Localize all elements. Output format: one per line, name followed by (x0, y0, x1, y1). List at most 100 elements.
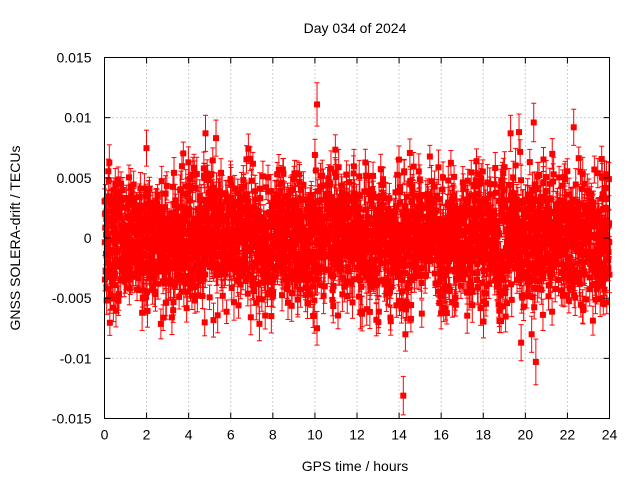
data-point (257, 250, 264, 257)
data-point (145, 203, 152, 210)
data-point (160, 220, 167, 227)
data-point (277, 180, 284, 187)
data-point (314, 276, 321, 283)
data-point (304, 277, 311, 284)
data-point (196, 270, 203, 277)
data-point (144, 288, 151, 295)
data-point (134, 286, 141, 293)
data-point (304, 270, 311, 277)
data-point (247, 227, 254, 234)
data-point (183, 239, 190, 246)
data-point (180, 150, 187, 157)
data-point (228, 284, 235, 291)
data-point (211, 234, 218, 241)
data-point (144, 233, 151, 240)
data-point (106, 319, 113, 326)
data-point (133, 207, 140, 214)
data-point (231, 185, 238, 192)
data-point (213, 272, 220, 279)
data-point (178, 163, 185, 170)
data-point (269, 247, 276, 254)
data-point (177, 186, 184, 193)
data-point (279, 292, 286, 299)
data-point (204, 170, 211, 177)
data-point (170, 216, 177, 223)
data-point (306, 252, 313, 259)
data-point (154, 200, 161, 207)
data-point (243, 156, 250, 163)
data-point (267, 223, 274, 230)
data-point (109, 248, 116, 255)
data-point (144, 240, 151, 247)
data-point (237, 265, 244, 272)
data-point (259, 173, 266, 180)
data-point (114, 232, 121, 239)
data-point (179, 265, 186, 272)
data-point (145, 190, 152, 197)
data-point (162, 268, 169, 275)
data-point (176, 257, 183, 264)
data-point (186, 176, 193, 183)
data-point (242, 235, 249, 242)
data-point (314, 188, 321, 195)
data-point (115, 297, 122, 304)
data-point (185, 159, 192, 166)
data-point (203, 227, 210, 234)
data-point (264, 278, 271, 285)
data-point (190, 266, 197, 273)
data-point (239, 197, 246, 204)
data-point (139, 251, 146, 258)
data-point (154, 192, 161, 199)
data-point (305, 285, 312, 292)
data-point (264, 291, 271, 298)
data-point (292, 197, 299, 204)
data-point (301, 233, 308, 240)
data-point (111, 239, 118, 246)
data-point (110, 264, 117, 271)
data-point (274, 171, 281, 178)
data-point (176, 274, 183, 281)
data-point (195, 266, 202, 273)
data-point (102, 224, 109, 231)
data-point (206, 236, 213, 243)
data-point (162, 190, 169, 197)
data-point (234, 225, 241, 232)
data-point (185, 182, 192, 189)
data-point (112, 307, 119, 314)
data-point (275, 166, 282, 173)
data-point (179, 190, 186, 197)
data-point (155, 280, 162, 287)
data-point (201, 249, 208, 256)
data-point (112, 281, 119, 288)
data-point (312, 199, 319, 206)
data-point (298, 263, 305, 270)
data-point (185, 205, 192, 212)
data-point (152, 221, 159, 228)
data-point (235, 302, 242, 309)
data-point (159, 278, 166, 285)
data-point (171, 265, 178, 272)
data-point (270, 289, 277, 296)
data-point (282, 258, 289, 265)
data-point (287, 238, 294, 245)
data-point (201, 319, 208, 326)
data-point (289, 275, 296, 282)
data-point (247, 314, 254, 321)
data-point (135, 230, 142, 237)
data-point (128, 227, 135, 234)
data-point (230, 227, 237, 234)
data-point (125, 174, 132, 181)
data-point (149, 284, 156, 291)
data-point (297, 286, 304, 293)
data-point (241, 256, 248, 263)
data-point (142, 294, 149, 301)
data-point (118, 180, 125, 187)
data-point (152, 268, 159, 275)
data-point (204, 205, 211, 212)
data-point (256, 185, 263, 192)
data-point (146, 207, 153, 214)
data-point (176, 293, 183, 300)
data-point (170, 299, 177, 306)
data-point (127, 276, 134, 283)
data-point (256, 320, 263, 327)
